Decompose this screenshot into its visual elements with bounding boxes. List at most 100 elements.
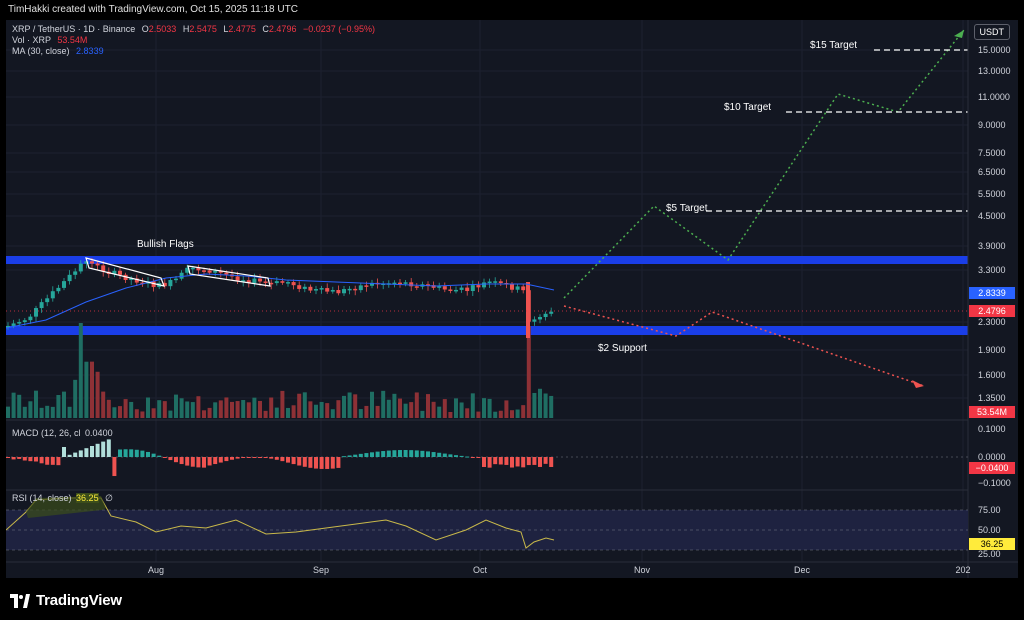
rsi-badge bbox=[969, 538, 1015, 550]
macd-axis-tick: −0.1000 bbox=[978, 478, 1011, 488]
candle-body bbox=[347, 288, 352, 291]
creator-credit: TimHakki created with TradingView.com, O… bbox=[8, 4, 298, 15]
rsi-badge-text: 36.25 bbox=[981, 539, 1004, 549]
symbol-name[interactable]: XRP / TetherUS · 1D · Binance bbox=[12, 24, 136, 34]
macd-bar bbox=[274, 457, 279, 460]
macd-bar bbox=[129, 449, 134, 457]
volume-bar bbox=[291, 405, 296, 418]
macd-bar bbox=[420, 450, 425, 457]
candle-body bbox=[291, 282, 296, 286]
macd-bar bbox=[297, 457, 302, 466]
chart-canvas[interactable]: Bullish Flags $15 Target $10 Target $5 T… bbox=[6, 20, 1018, 578]
currency-button[interactable]: USDT bbox=[973, 24, 1010, 40]
candle-body bbox=[437, 286, 442, 288]
macd-bar bbox=[151, 453, 156, 457]
macd-bar bbox=[308, 457, 313, 468]
macd-bar bbox=[370, 452, 374, 457]
volume-bar bbox=[448, 411, 453, 418]
volume-bar bbox=[224, 397, 229, 418]
candle-body bbox=[336, 289, 341, 294]
volume-bar bbox=[319, 401, 324, 418]
candle-body bbox=[470, 285, 475, 292]
macd-bar bbox=[73, 452, 78, 457]
macd-bar bbox=[521, 457, 526, 468]
candle-body bbox=[280, 281, 285, 283]
volume-bar bbox=[134, 409, 139, 418]
volume-bar bbox=[34, 390, 38, 418]
candle-body bbox=[179, 272, 184, 279]
volume-bar bbox=[213, 402, 218, 418]
macd-bar bbox=[381, 451, 386, 457]
chart-area[interactable]: Bullish Flags $15 Target $10 Target $5 T… bbox=[6, 20, 1018, 578]
candle-body bbox=[487, 281, 492, 284]
macd-bar bbox=[426, 451, 430, 457]
ma-legend[interactable]: MA (30, close) 2.8339 bbox=[12, 46, 104, 56]
candle-body bbox=[358, 285, 363, 291]
bullish-flags-label: Bullish Flags bbox=[137, 239, 194, 250]
tradingview-logo[interactable]: TradingView bbox=[10, 592, 122, 609]
rsi-legend[interactable]: RSI (14, close) 36.25 ∅ bbox=[12, 493, 113, 503]
volume-bar bbox=[515, 409, 520, 418]
macd-bar bbox=[17, 457, 22, 459]
volume-legend[interactable]: Vol · XRP 53.54M bbox=[12, 35, 88, 45]
volume-bar bbox=[73, 379, 78, 418]
macd-bar bbox=[84, 448, 89, 457]
candle-body bbox=[330, 289, 335, 292]
macd-bar bbox=[487, 457, 492, 468]
macd-bar bbox=[510, 457, 514, 468]
macd-bar bbox=[398, 450, 402, 457]
candle-body bbox=[22, 320, 27, 323]
symbol-legend[interactable]: XRP / TetherUS · 1D · Binance O2.5033 H2… bbox=[12, 24, 376, 34]
volume-bar bbox=[358, 409, 363, 418]
volume-bar bbox=[45, 405, 50, 418]
candle-body bbox=[101, 265, 106, 272]
candle-body bbox=[241, 280, 246, 282]
candle-body bbox=[168, 280, 173, 287]
candle-body bbox=[498, 281, 503, 284]
volume-bar bbox=[330, 409, 335, 418]
volume-bar bbox=[336, 400, 341, 418]
last-price-badge bbox=[969, 305, 1015, 317]
volume-bar bbox=[381, 390, 386, 418]
macd-legend[interactable]: MACD (12, 26, cl 0.0400 bbox=[12, 428, 113, 438]
macd-bar bbox=[56, 457, 61, 466]
candle-body bbox=[370, 282, 374, 286]
volume-bar bbox=[112, 407, 117, 418]
macd-bar bbox=[470, 457, 475, 458]
price-axis[interactable]: 15.0000 13.0000 11.0000 9.0000 7.5000 6.5000 5… bbox=[978, 45, 1011, 403]
bullish-flag-1 bbox=[85, 257, 165, 287]
candle-body bbox=[308, 286, 313, 291]
price-axis-tick: 7.5000 bbox=[978, 148, 1006, 158]
volume-bar bbox=[6, 406, 10, 418]
macd-bar bbox=[162, 457, 167, 458]
volume-bar bbox=[353, 394, 358, 418]
macd-bar bbox=[11, 457, 16, 460]
macd-bar bbox=[218, 457, 223, 463]
volume-bar bbox=[386, 399, 391, 418]
macd-bar bbox=[386, 450, 391, 457]
candle-body bbox=[45, 298, 50, 303]
volume-badge bbox=[969, 406, 1015, 418]
macd-bar bbox=[202, 457, 206, 468]
candle-body bbox=[151, 281, 156, 288]
volume-bar bbox=[106, 399, 111, 418]
candle-body bbox=[286, 282, 290, 284]
macd-bar bbox=[549, 457, 554, 467]
volume-bar bbox=[347, 392, 352, 418]
candle-body bbox=[274, 281, 279, 284]
time-axis-label: Oct bbox=[473, 565, 488, 575]
candle-body bbox=[465, 287, 470, 292]
time-axis-label: Aug bbox=[148, 565, 164, 575]
volume-bar bbox=[162, 401, 167, 418]
candle-body bbox=[442, 286, 447, 290]
macd-bar bbox=[375, 451, 380, 457]
macd-bar bbox=[241, 457, 246, 458]
volume-bar bbox=[246, 402, 251, 418]
volume-bar bbox=[168, 410, 173, 418]
macd-bar bbox=[224, 457, 229, 462]
volume-bar bbox=[286, 407, 290, 418]
volume-bar bbox=[504, 400, 509, 418]
macd-bar bbox=[358, 453, 363, 457]
footer: TradingView bbox=[0, 578, 1024, 620]
candle-body bbox=[39, 302, 44, 309]
